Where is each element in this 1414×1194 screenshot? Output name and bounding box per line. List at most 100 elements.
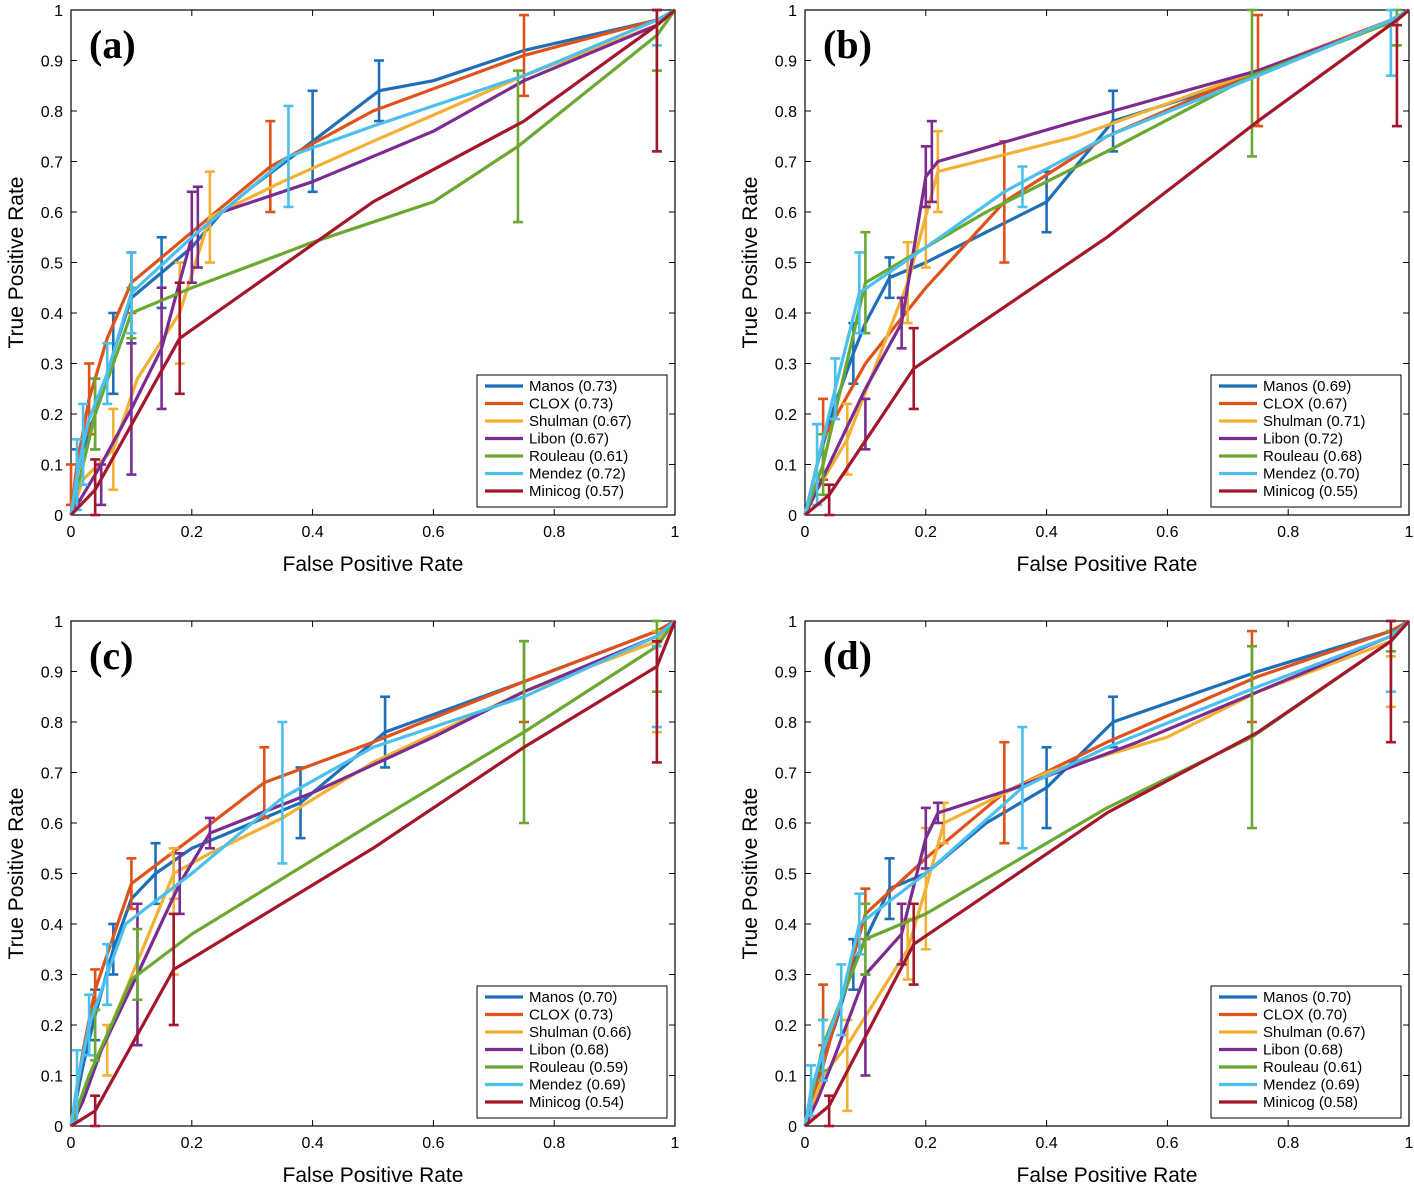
legend: Manos (0.70)CLOX (0.73)Shulman (0.66)Lib…	[476, 985, 668, 1119]
y-tick-label: 0	[54, 1119, 63, 1136]
y-axis-label: True Positive Rate	[5, 177, 28, 349]
x-tick-label: 0.6	[1156, 1135, 1178, 1152]
y-tick-label: 0.3	[775, 357, 797, 374]
x-tick-label: 1	[1405, 524, 1414, 541]
y-tick-label: 0.1	[41, 458, 63, 475]
x-tick-label: 0.8	[1277, 1135, 1299, 1152]
x-tick-label: 0.4	[301, 524, 323, 541]
legend-entry: Minicog (0.57)	[529, 483, 624, 500]
legend-entry: Mendez (0.69)	[1263, 1077, 1360, 1094]
legend-entry: CLOX (0.67)	[1263, 396, 1347, 413]
y-tick-label: 1	[788, 614, 797, 631]
roc-panel-1: 0 0.2 0.4 0.6 0.8 1 0 0.1 0.2 0.3 0.4 0.5 0.6 0.7 0.8 0…	[5, 3, 680, 576]
panel-label: (b)	[823, 22, 872, 67]
y-axis-label: True Positive Rate	[739, 788, 762, 960]
legend-box	[1210, 374, 1402, 508]
legend-entry: Rouleau (0.68)	[1263, 448, 1362, 465]
legend-entry: Rouleau (0.61)	[529, 448, 628, 465]
y-tick-label: 0.6	[41, 205, 63, 222]
x-tick-label: 0.4	[1035, 1135, 1057, 1152]
y-tick-label: 0.9	[41, 54, 63, 71]
x-axis-label: False Positive Rate	[283, 1164, 464, 1187]
series-minicog	[70, 620, 677, 1128]
legend-entry: Minicog (0.58)	[1263, 1094, 1358, 1111]
roc-line-mendez	[69, 619, 677, 1127]
x-tick-label: 0.2	[181, 1135, 203, 1152]
legend-box	[476, 374, 668, 508]
legend: Manos (0.70)CLOX (0.70)Shulman (0.67)Lib…	[1210, 985, 1402, 1119]
series-minicog	[803, 619, 1411, 1128]
y-tick-label: 0.2	[41, 1018, 63, 1035]
y-tick-label: 0.3	[775, 968, 797, 985]
y-tick-label: 0.6	[775, 205, 797, 222]
roc-line-rouleau	[69, 9, 677, 516]
x-tick-label: 0.6	[1156, 524, 1178, 541]
panel-label: (a)	[89, 22, 136, 67]
y-tick-label: 0.7	[41, 766, 63, 783]
x-tick-label: 0.8	[543, 524, 565, 541]
series-mendez	[803, 619, 1411, 1127]
legend-entry: Shulman (0.67)	[1263, 1024, 1366, 1041]
x-tick-label: 0.6	[422, 524, 444, 541]
panel-label: (c)	[89, 633, 133, 678]
roc-panel-2: 0 0.2 0.4 0.6 0.8 1 0 0.1 0.2 0.3 0.4 0.5 0.6 0.7 0.8 0…	[739, 3, 1414, 576]
x-tick-label: 0	[801, 524, 810, 541]
y-tick-label: 0.8	[41, 715, 63, 732]
x-tick-label: 0	[67, 524, 76, 541]
x-tick-label: 1	[671, 524, 680, 541]
legend-box	[476, 985, 668, 1119]
legend-entry: Libon (0.68)	[1263, 1042, 1343, 1059]
legend-entry: CLOX (0.73)	[529, 396, 613, 413]
y-tick-label: 0.1	[775, 458, 797, 475]
x-tick-label: 0.6	[422, 1135, 444, 1152]
y-tick-label: 0.1	[775, 1069, 797, 1086]
y-tick-label: 0.6	[775, 816, 797, 833]
panel-label: (d)	[823, 633, 872, 678]
y-tick-label: 0.6	[41, 816, 63, 833]
y-tick-label: 1	[54, 614, 63, 631]
series-mendez	[803, 8, 1410, 516]
y-tick-label: 0.7	[775, 155, 797, 172]
y-tick-label: 0.9	[775, 665, 797, 682]
y-tick-label: 0	[788, 508, 797, 525]
y-tick-label: 0.5	[41, 256, 63, 273]
x-axis-label: False Positive Rate	[1017, 1164, 1198, 1187]
legend-entry: CLOX (0.73)	[529, 1007, 613, 1024]
legend-entry: Manos (0.69)	[1263, 378, 1351, 395]
y-tick-label: 0.2	[775, 1018, 797, 1035]
x-tick-label: 0.2	[915, 524, 937, 541]
x-tick-label: 0.4	[1035, 524, 1057, 541]
x-tick-label: 0.4	[301, 1135, 323, 1152]
legend-entry: Mendez (0.72)	[529, 466, 626, 483]
y-tick-label: 0.8	[775, 715, 797, 732]
y-tick-label: 1	[788, 3, 797, 20]
legend-entry: Manos (0.70)	[529, 989, 617, 1006]
roc-line-libon	[803, 619, 1411, 1127]
y-tick-label: 0.1	[41, 1069, 63, 1086]
series-minicog	[69, 8, 677, 517]
y-axis-label: True Positive Rate	[739, 177, 762, 349]
x-tick-label: 0.8	[543, 1135, 565, 1152]
legend: Manos (0.69)CLOX (0.67)Shulman (0.71)Lib…	[1210, 374, 1402, 508]
y-tick-label: 0.5	[41, 867, 63, 884]
y-tick-label: 0.3	[41, 357, 63, 374]
y-tick-label: 0.2	[41, 407, 63, 424]
legend-entry: Libon (0.68)	[529, 1042, 609, 1059]
legend-entry: Minicog (0.55)	[1263, 483, 1358, 500]
x-axis-label: False Positive Rate	[283, 553, 464, 576]
x-tick-label: 1	[1405, 1135, 1414, 1152]
y-tick-label: 0.8	[775, 104, 797, 121]
y-tick-label: 0.5	[775, 867, 797, 884]
y-tick-label: 0.2	[775, 407, 797, 424]
legend-entry: Manos (0.70)	[1263, 989, 1351, 1006]
x-tick-label: 1	[671, 1135, 680, 1152]
series-minicog	[803, 8, 1411, 517]
y-tick-label: 0.5	[775, 256, 797, 273]
y-tick-label: 0	[788, 1119, 797, 1136]
legend-entry: Shulman (0.66)	[529, 1024, 632, 1041]
y-tick-label: 0.4	[41, 306, 63, 323]
legend-entry: Shulman (0.71)	[1263, 413, 1366, 430]
y-tick-label: 0	[54, 508, 63, 525]
roc-panel-4: 0 0.2 0.4 0.6 0.8 1 0 0.1 0.2 0.3 0.4 0.5 0.6 0.7 0.8 0…	[739, 614, 1414, 1187]
